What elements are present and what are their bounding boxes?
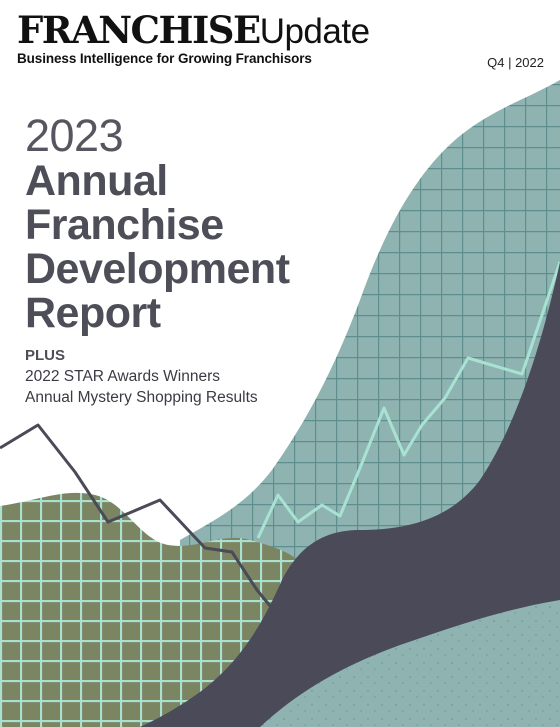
brand-logo[interactable]: FRANCHISEUpdate — [17, 12, 370, 51]
headline-line-development: Development — [25, 245, 290, 293]
mint-trend-line — [256, 261, 560, 539]
headline-line-annual: Annual — [25, 157, 168, 205]
cover-headline: 2023 Annual Franchise Development Report — [25, 110, 290, 337]
dotted-teal-wave — [260, 600, 560, 727]
plus-section: PLUS 2022 STAR Awards Winners Annual Mys… — [25, 346, 258, 408]
dark-trend-line — [0, 423, 277, 613]
masthead: FRANCHISEUpdate Business Intelligence fo… — [17, 12, 370, 67]
dark-wave — [140, 262, 560, 727]
brand-name-main: FRANCHISE — [17, 8, 261, 52]
plus-item-star-awards[interactable]: 2022 STAR Awards Winners — [25, 368, 220, 385]
brand-name-sub: Update — [259, 12, 370, 51]
headline-line-franchise: Franchise — [25, 201, 224, 249]
headline-year: 2023 — [25, 110, 124, 161]
plus-label: PLUS — [25, 347, 66, 364]
tagline: Business Intelligence for Growing Franch… — [17, 51, 312, 66]
plus-item-mystery-shopping[interactable]: Annual Mystery Shopping Results — [25, 389, 258, 406]
headline-line-report: Report — [25, 289, 161, 337]
issue-date: Q4 | 2022 — [487, 55, 544, 70]
